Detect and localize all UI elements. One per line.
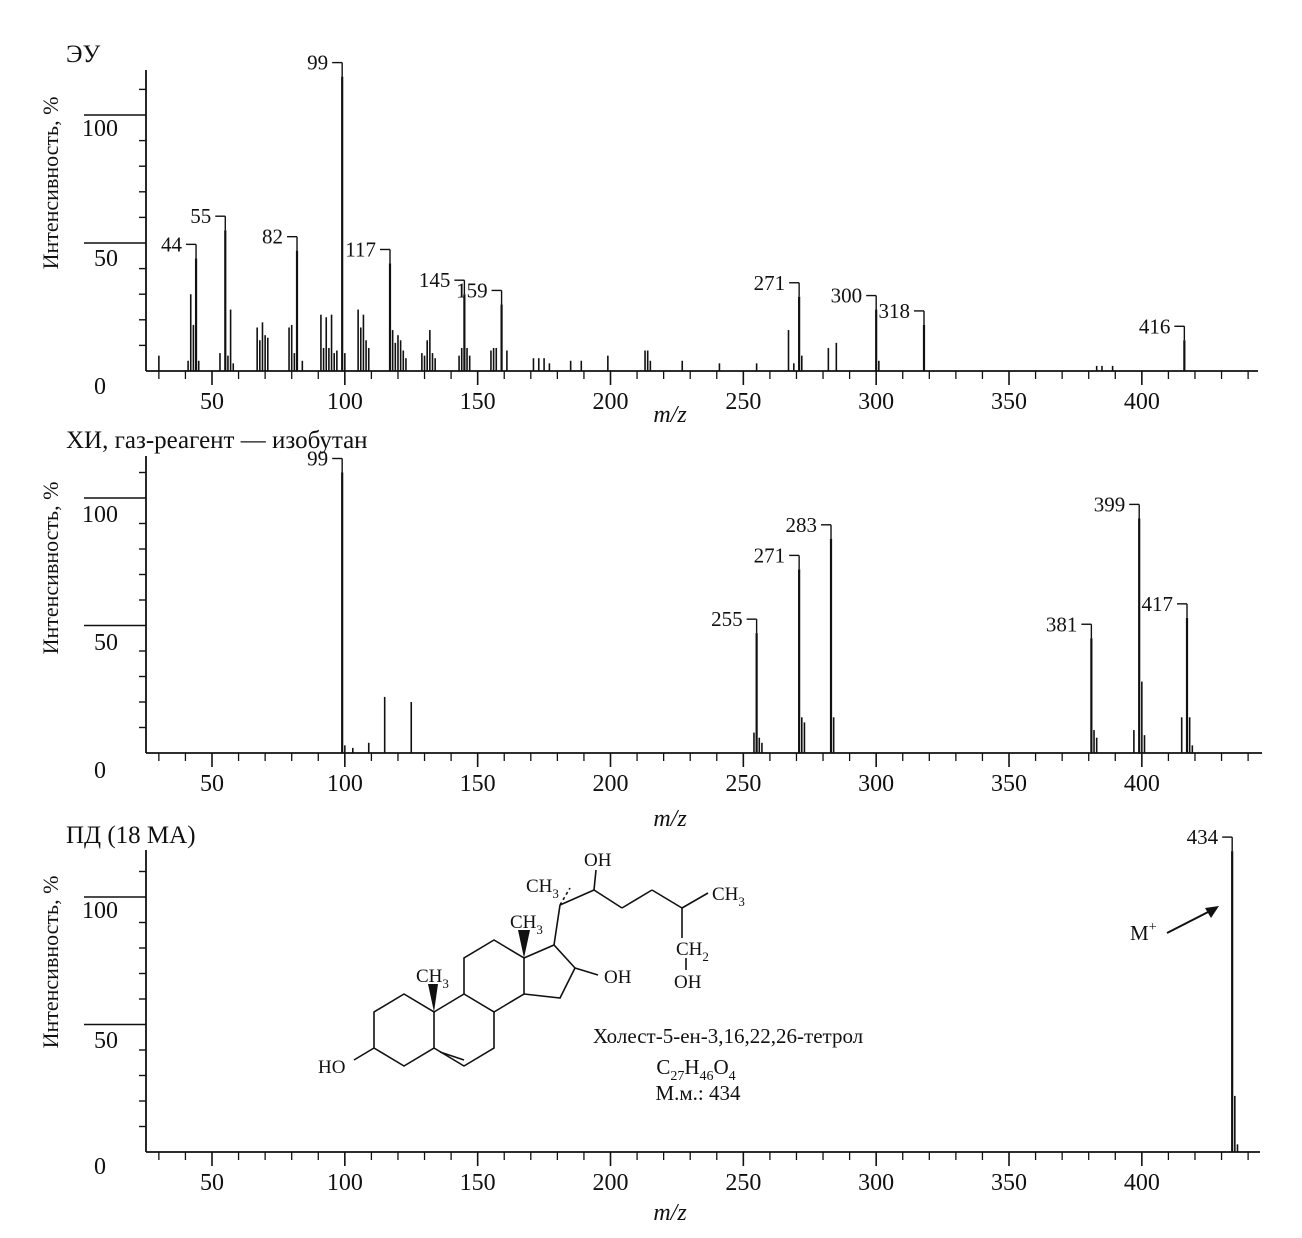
x-tick-label-400: 400 xyxy=(1124,1170,1160,1196)
y-tick-label-50: 50 xyxy=(94,246,118,272)
side-chain-bond-6 xyxy=(681,892,709,909)
c22-oh-bond xyxy=(593,869,597,891)
x-tick-label-300: 300 xyxy=(858,1170,894,1196)
chemical-structure xyxy=(353,869,709,1067)
x-tick-label-250: 250 xyxy=(725,1170,761,1196)
x-tick-label-350: 350 xyxy=(991,1170,1027,1196)
x-tick-label-300: 300 xyxy=(858,771,894,797)
peak-label-434: 434 xyxy=(1187,825,1219,849)
ch3-c18-label: CH3 xyxy=(510,912,543,937)
x-tick-label-100: 100 xyxy=(327,771,363,797)
peak-label-255: 255 xyxy=(711,607,743,631)
peak-label-271: 271 xyxy=(754,543,786,567)
x-axis-title: m/z xyxy=(653,1200,687,1226)
x-tick-label-100: 100 xyxy=(327,389,363,415)
peak-label-99: 99 xyxy=(307,447,328,471)
x-axis-title: m/z xyxy=(653,402,687,428)
ring-d xyxy=(523,944,576,999)
x-tick-label-400: 400 xyxy=(1124,771,1160,797)
peak-label-145: 145 xyxy=(419,268,451,292)
y-axis-title: Интенсивность, % xyxy=(38,482,63,655)
peak-label-271: 271 xyxy=(754,271,786,295)
c3-oh-bond xyxy=(353,1047,375,1061)
c13-methyl-wedge xyxy=(518,930,530,958)
ch3-c19-label: CH3 xyxy=(416,966,449,991)
peak-label-117: 117 xyxy=(345,237,376,261)
side-chain-bond-2 xyxy=(559,889,595,906)
y-tick-label-0: 0 xyxy=(94,374,106,400)
molecular-mass: М.м.: 434 xyxy=(655,1081,741,1105)
oh-c16-label: OH xyxy=(604,967,632,988)
peak-label-300: 300 xyxy=(831,284,863,308)
x-tick-label-300: 300 xyxy=(858,389,894,415)
ch3-c21-label: CH3 xyxy=(526,876,559,901)
x-tick-label-150: 150 xyxy=(460,1170,496,1196)
x-tick-label-250: 250 xyxy=(725,389,761,415)
x-tick-label-200: 200 xyxy=(593,1170,629,1196)
ring-b xyxy=(433,993,495,1067)
structure-labels: OH CH3 CH3 CH3 CH3 CH2 OH OH HO Холест-5… xyxy=(318,850,863,1105)
peak-label-381: 381 xyxy=(1046,612,1078,636)
y-tick-label-50: 50 xyxy=(94,630,118,656)
ch3-c27-label: CH3 xyxy=(712,884,745,909)
ci-spectrum-panel: ХИ, газ-реагент — изобутан Интенсивность… xyxy=(38,427,1262,832)
panel-title-ei: ЭУ xyxy=(66,41,101,68)
peak-label-283: 283 xyxy=(786,513,818,537)
x-tick-label-100: 100 xyxy=(327,1170,363,1196)
side-chain-bond-4 xyxy=(621,889,653,909)
side-chain-bond-1 xyxy=(553,904,561,946)
panel-title-ci: ХИ, газ-реагент — изобутан xyxy=(66,427,368,454)
x-axis-title: m/z xyxy=(653,806,687,832)
x-tick-label-350: 350 xyxy=(991,771,1027,797)
x-tick-label-350: 350 xyxy=(991,389,1027,415)
panel-title-fd: ПД (18 МА) xyxy=(66,822,196,849)
x-tick-label-50: 50 xyxy=(200,1170,224,1196)
y-tick-label-0: 0 xyxy=(94,1154,106,1180)
x-tick-label-150: 150 xyxy=(460,771,496,797)
compound-formula: C27H46O4 xyxy=(656,1055,735,1084)
y-tick-label-100: 100 xyxy=(82,898,118,924)
x-tick-label-250: 250 xyxy=(725,771,761,797)
peak-label-399: 399 xyxy=(1094,492,1126,516)
x-tick-label-200: 200 xyxy=(593,389,629,415)
molecular-ion-label: M+ xyxy=(1130,920,1157,945)
peak-label-55: 55 xyxy=(190,204,211,228)
y-tick-label-100: 100 xyxy=(82,502,118,528)
y-tick-label-50: 50 xyxy=(94,1028,118,1054)
molecular-ion-marker: M+ xyxy=(1130,906,1219,945)
side-chain-bond-3 xyxy=(593,889,623,909)
c16-oh-bond xyxy=(574,967,599,976)
ei-spectrum-panel: ЭУ Интенсивность, % 100 50 0 m/z 50 100 15… xyxy=(38,41,1258,428)
compound-name: Холест-5-ен-3,16,22,26-тетрол xyxy=(593,1024,863,1048)
molecular-ion-arrow-head xyxy=(1205,906,1219,918)
oh-c22-label: OH xyxy=(584,850,612,871)
ring-c xyxy=(463,939,525,1013)
peak-label-44: 44 xyxy=(161,232,183,256)
peak-label-99: 99 xyxy=(307,51,328,75)
double-bond xyxy=(439,1051,465,1061)
y-tick-label-0: 0 xyxy=(94,758,106,784)
peak-label-417: 417 xyxy=(1142,592,1174,616)
x-tick-label-50: 50 xyxy=(200,389,224,415)
c10-methyl-wedge xyxy=(428,984,438,1012)
y-tick-label-100: 100 xyxy=(82,116,118,142)
side-chain-bond-5 xyxy=(651,889,683,909)
ho-c3-label: HO xyxy=(318,1057,345,1078)
peak-label-318: 318 xyxy=(878,299,910,323)
x-tick-label-400: 400 xyxy=(1124,389,1160,415)
fd-spectrum-panel: ПД (18 МА) Интенсивность, % 100 50 0 m/z… xyxy=(38,822,1260,1226)
oh-c26-label: OH xyxy=(674,972,702,993)
y-axis-title: Интенсивность, % xyxy=(38,97,63,270)
peak-label-159: 159 xyxy=(456,278,488,302)
molecular-ion-arrow-line xyxy=(1166,908,1215,934)
y-axis-title: Интенсивность, % xyxy=(38,876,63,1049)
x-tick-label-200: 200 xyxy=(593,771,629,797)
ring-a xyxy=(373,993,435,1067)
ch2-c26-label: CH2 xyxy=(676,939,709,964)
x-tick-label-50: 50 xyxy=(200,771,224,797)
peak-label-416: 416 xyxy=(1139,314,1171,338)
x-tick-label-150: 150 xyxy=(460,389,496,415)
peak-label-82: 82 xyxy=(262,225,283,249)
